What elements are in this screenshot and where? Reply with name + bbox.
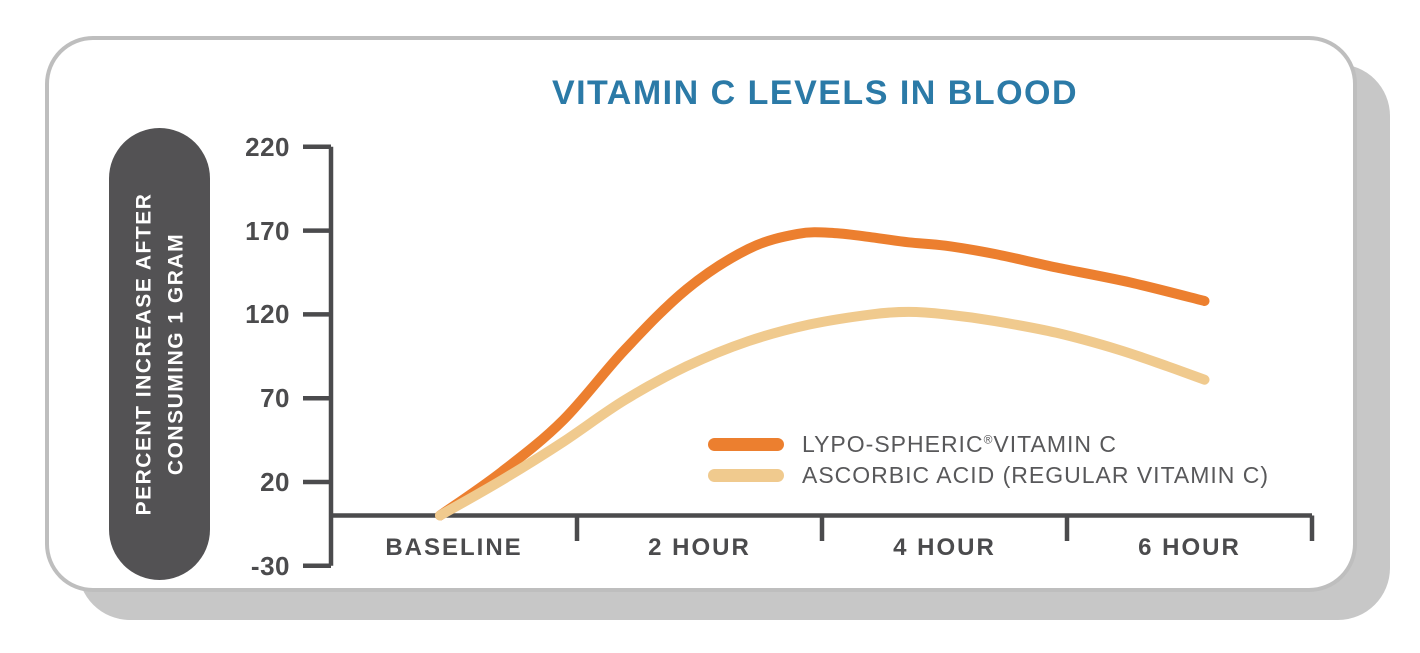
y-tick-label: 70 [260,383,290,414]
legend-swatch-lypo-spheric [708,438,784,451]
legend: LYPO-SPHERIC®VITAMIN C ASCORBIC ACID (RE… [708,429,1269,491]
legend-label-ascorbic-text: ASCORBIC ACID (REGULAR VITAMIN C) [802,462,1270,488]
legend-swatch-ascorbic-acid [708,469,784,482]
y-tick-label: 120 [245,299,290,330]
x-axis-label: 4 HOUR [893,534,996,561]
x-axis-label: 6 HOUR [1138,534,1241,561]
legend-label-lypo-pre: LYPO-SPHERIC [802,431,984,457]
chart-card [45,36,1357,592]
y-tick-label: -30 [250,550,290,581]
axis-lines [303,144,1315,569]
legend-row-ascorbic-acid: ASCORBIC ACID (REGULAR VITAMIN C) [708,460,1269,491]
legend-label-lypo-post: VITAMIN C [993,431,1117,457]
legend-label-ascorbic-acid: ASCORBIC ACID (REGULAR VITAMIN C) [802,462,1269,489]
y-tick-label: 220 [245,131,290,162]
y-tick-label: 20 [260,466,290,497]
x-axis-label: 2 HOUR [648,534,751,561]
registered-trademark-icon: ® [983,432,994,447]
legend-label-lypo-spheric: LYPO-SPHERIC®VITAMIN C [802,431,1117,458]
y-axis-label-pill: PERCENT INCREASE AFTER CONSUMING 1 GRAM [109,128,210,580]
series-line-ascorbic-acid [435,306,1210,521]
series-line-lypo-spheric [435,227,1210,521]
chart-title: VITAMIN C LEVELS IN BLOOD [551,74,1079,112]
legend-row-lypo-spheric: LYPO-SPHERIC®VITAMIN C [708,429,1269,460]
y-tick-label: 170 [245,215,290,246]
x-axis-label: BASELINE [385,534,523,561]
